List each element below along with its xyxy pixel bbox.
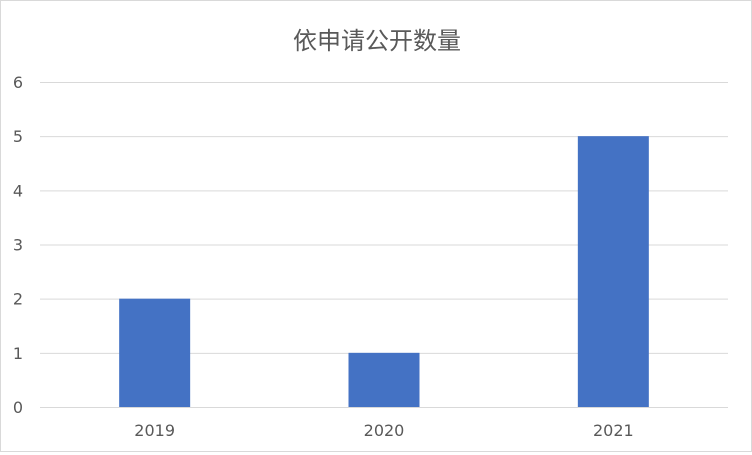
y-tick-label: 0: [13, 398, 23, 417]
y-tick-label: 2: [13, 290, 23, 309]
y-tick-label: 6: [13, 73, 23, 92]
chart-title: 依申请公开数量: [293, 27, 461, 55]
bar-2019: [119, 298, 191, 407]
x-tick-label: 2019: [134, 421, 175, 440]
bar-2021: [577, 136, 649, 407]
y-tick-label: 4: [13, 181, 23, 200]
y-tick-label: 1: [13, 344, 23, 363]
bar-2020: [348, 352, 420, 407]
x-tick-label: 2020: [364, 421, 405, 440]
x-tick-label: 2021: [593, 421, 634, 440]
y-tick-label: 3: [13, 236, 23, 255]
y-tick-label: 5: [13, 127, 23, 146]
